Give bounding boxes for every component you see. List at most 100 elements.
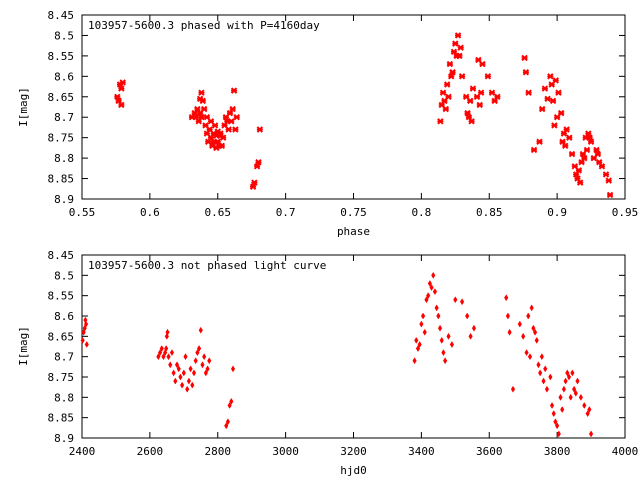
data-point (225, 418, 231, 426)
data-point (549, 97, 557, 105)
data-point (465, 312, 470, 320)
x-tick-label: 3400 (408, 445, 435, 458)
data-point (249, 183, 257, 190)
data-point (415, 345, 421, 353)
y-tick-label: 8.7 (54, 351, 74, 364)
data-point (211, 122, 219, 129)
data-point (437, 324, 443, 332)
x-axis-label: phase (337, 225, 370, 238)
data-point (198, 326, 203, 334)
data-point (119, 79, 126, 86)
data-point (200, 361, 205, 369)
data-point (549, 401, 555, 409)
data-point (552, 77, 559, 84)
data-point (467, 97, 474, 105)
chart-title: 103957-5600.3 not phased light curve (88, 259, 326, 272)
y-tick-label: 8.8 (54, 391, 74, 404)
data-point (522, 69, 530, 76)
x-tick-label: 0.75 (340, 206, 367, 219)
data-point (251, 179, 258, 186)
data-point (524, 349, 529, 357)
data-point (429, 284, 434, 292)
x-axis-label: hjd0 (340, 464, 367, 477)
data-point (445, 93, 452, 100)
data-point (118, 85, 125, 92)
data-point (468, 332, 473, 340)
data-point (190, 381, 195, 389)
data-point (174, 361, 180, 369)
x-tick-label: 2800 (205, 445, 232, 458)
y-tick-label: 8.85 (48, 412, 75, 425)
data-point (517, 320, 522, 328)
data-point (510, 385, 516, 393)
data-point (171, 369, 176, 377)
data-point (494, 93, 501, 100)
y-tick-label: 8.75 (48, 371, 75, 384)
data-point (551, 410, 556, 418)
data-point (173, 377, 178, 385)
data-point (575, 377, 580, 385)
data-point (200, 105, 208, 113)
data-point (202, 353, 207, 361)
data-point (565, 369, 570, 377)
data-point (477, 89, 485, 96)
data-point (164, 345, 169, 353)
data-point (454, 32, 462, 39)
data-point (547, 73, 554, 80)
y-tick-label: 8.55 (48, 290, 75, 303)
data-point (256, 126, 264, 133)
data-point (161, 353, 166, 361)
data-point (541, 377, 546, 385)
data-point (203, 369, 208, 377)
data-point (166, 353, 171, 361)
x-tick-label: 3000 (272, 445, 299, 458)
data-point (605, 177, 612, 184)
data-point (186, 377, 191, 385)
data-point (224, 422, 229, 430)
data-point (432, 288, 438, 296)
data-point (452, 40, 459, 47)
data-point (534, 336, 539, 344)
data-point (585, 410, 590, 418)
data-point (198, 114, 205, 121)
data-point (181, 369, 186, 377)
y-tick-label: 8.9 (54, 193, 74, 206)
data-point (169, 349, 175, 357)
data-point (431, 271, 436, 279)
data-point (165, 328, 170, 336)
data-point (507, 328, 512, 336)
y-tick-label: 8.75 (48, 132, 75, 145)
data-point (426, 292, 431, 300)
data-point (553, 418, 558, 426)
data-point (207, 357, 212, 365)
data-point (527, 353, 533, 361)
data-point (449, 69, 456, 76)
data-point (594, 150, 602, 158)
chart-title: 103957-5600.3 phased with P=4160day (88, 19, 320, 32)
data-point (419, 320, 424, 328)
data-point (539, 353, 544, 361)
y-tick-label: 8.6 (54, 310, 74, 323)
data-point (606, 191, 614, 199)
x-tick-label: 0.7 (276, 206, 296, 219)
data-point (230, 87, 238, 94)
data-point (563, 126, 570, 133)
data-point (468, 118, 475, 125)
data-point (583, 146, 591, 154)
data-point (193, 357, 198, 365)
data-point (471, 324, 477, 332)
y-tick-label: 8.7 (54, 111, 74, 124)
x-tick-label: 3200 (340, 445, 367, 458)
data-point (427, 279, 432, 287)
data-point (551, 122, 558, 129)
data-point (168, 361, 173, 369)
data-point (558, 393, 563, 401)
y-tick-label: 8.5 (54, 269, 74, 282)
data-point (185, 385, 190, 393)
data-point (437, 118, 444, 125)
data-point (578, 393, 583, 401)
data-point (422, 328, 427, 336)
unphased-light-curve-panel: 2400 2600 2800 3000 3200 3400 3600 3800 4000 8.45… (17, 249, 638, 477)
data-point (536, 361, 541, 369)
